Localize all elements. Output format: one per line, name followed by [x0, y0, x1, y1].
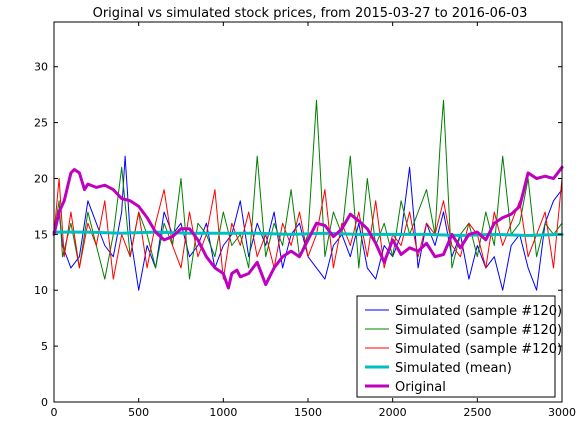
legend-label-1: Simulated (sample #120) — [395, 323, 562, 338]
plot-area — [52, 21, 564, 403]
y-tick-label-6: 30 — [34, 61, 48, 74]
y-tick-label-0: 0 — [41, 396, 48, 409]
series-line-0 — [53, 155, 563, 291]
x-tick-label-5: 2500 — [463, 406, 491, 419]
x-tick-label-0: 0 — [51, 406, 58, 419]
y-tick-label-3: 15 — [34, 228, 48, 241]
series-line-4 — [52, 165, 564, 290]
x-tick-label-6: 3000 — [548, 406, 576, 419]
legend-label-3: Simulated (mean) — [395, 361, 512, 376]
y-tick-label-1: 5 — [41, 340, 48, 353]
chart-title: Original vs simulated stock prices, from… — [93, 6, 528, 21]
y-axis: 0 5 10 15 20 25 30 — [34, 61, 562, 409]
legend-label-0: Simulated (sample #120) — [395, 304, 562, 319]
y-tick-label-2: 10 — [34, 284, 48, 297]
legend-label-2: Simulated (sample #120) — [395, 342, 562, 357]
x-tick-label-4: 2000 — [379, 406, 407, 419]
x-tick-label-1: 500 — [128, 406, 149, 419]
x-tick-label-3: 1500 — [294, 406, 322, 419]
x-tick-label-2: 1000 — [209, 406, 237, 419]
y-tick-label-5: 25 — [34, 117, 48, 130]
series-group — [52, 99, 564, 291]
x-axis: 0 500 1000 1500 2000 2500 3000 — [51, 22, 576, 419]
legend: Simulated (sample #120) Simulated (sample… — [356, 295, 562, 398]
y-tick-label-4: 20 — [34, 172, 48, 185]
legend-box — [356, 295, 556, 398]
series-line-3 — [52, 230, 564, 237]
legend-label-4: Original — [395, 380, 446, 395]
